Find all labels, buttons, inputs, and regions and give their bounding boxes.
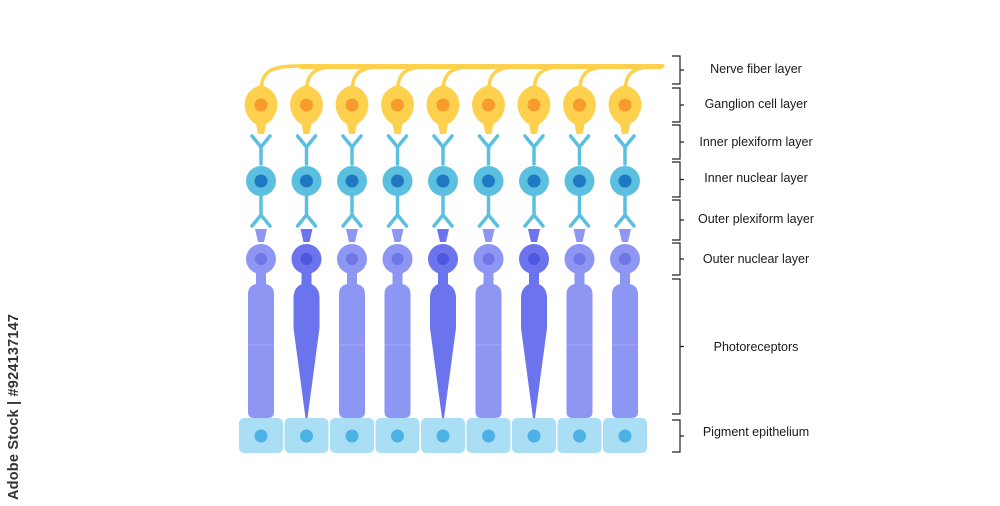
bipolar-nucleus xyxy=(436,174,450,188)
bipolar-nucleus xyxy=(391,174,404,188)
epithelium-nucleus xyxy=(573,429,586,443)
bipolar-lower-dendrite xyxy=(477,194,500,228)
bipolar-lower-dendrite xyxy=(432,194,454,228)
bipolar-upper-dendrite xyxy=(432,134,454,166)
epithelium-nucleus xyxy=(436,429,450,443)
bipolar-nucleus xyxy=(345,174,359,188)
ganglion-nucleus xyxy=(391,98,404,112)
label-nerve-fiber-layer: Nerve fiber layer xyxy=(710,62,802,76)
photoreceptor-nucleus xyxy=(346,253,358,265)
photoreceptor-nucleus xyxy=(255,253,267,265)
epithelium-nucleus xyxy=(254,429,268,443)
bipolar-upper-dendrite xyxy=(523,134,545,166)
retina-cell-columns xyxy=(239,64,665,453)
cone-segment xyxy=(293,272,320,418)
ganglion-nucleus xyxy=(345,98,359,112)
ganglion-nucleus xyxy=(482,98,495,112)
bipolar-lower-dendrite xyxy=(568,194,591,228)
label-outer-nuclear-layer: Outer nuclear layer xyxy=(702,252,810,266)
layer-brackets xyxy=(672,55,684,453)
bipolar-nucleus xyxy=(573,174,586,188)
epithelium-nucleus xyxy=(482,429,495,443)
bipolar-nucleus xyxy=(254,174,268,188)
bipolar-lower-dendrite xyxy=(250,194,272,228)
epithelium-nucleus xyxy=(527,429,541,443)
bipolar-nucleus xyxy=(618,174,632,188)
bipolar-upper-dendrite xyxy=(295,134,318,166)
epithelium-nucleus xyxy=(618,429,632,443)
photoreceptor-synaptic-terminal xyxy=(300,229,313,242)
layer-bracket xyxy=(672,199,684,241)
cone-segment xyxy=(521,272,547,418)
bipolar-upper-dendrite xyxy=(568,134,591,166)
label-photoreceptors: Photoreceptors xyxy=(713,340,799,354)
bipolar-upper-dendrite xyxy=(386,134,409,166)
photoreceptor-nucleus xyxy=(437,253,449,265)
bipolar-lower-dendrite xyxy=(386,194,409,228)
layer-bracket xyxy=(672,87,684,123)
photoreceptor-synaptic-terminal xyxy=(346,229,358,242)
bipolar-upper-dendrite xyxy=(477,134,500,166)
ganglion-nucleus xyxy=(618,98,632,112)
epithelium-nucleus xyxy=(300,429,313,443)
photoreceptor-nucleus xyxy=(573,253,586,265)
photoreceptor-synaptic-terminal xyxy=(255,229,267,242)
bipolar-nucleus xyxy=(527,174,541,188)
ganglion-nucleus xyxy=(436,98,450,112)
bipolar-nucleus xyxy=(300,174,313,188)
bipolar-nucleus xyxy=(482,174,495,188)
photoreceptor-synaptic-terminal xyxy=(391,229,404,242)
epithelium-nucleus xyxy=(391,429,404,443)
photoreceptor-nucleus xyxy=(482,253,495,265)
layer-bracket xyxy=(672,55,684,85)
layer-bracket xyxy=(672,242,684,276)
photoreceptor-synaptic-terminal xyxy=(482,229,495,242)
layer-bracket xyxy=(672,278,684,415)
photoreceptor-synaptic-terminal xyxy=(619,229,631,242)
photoreceptor-synaptic-terminal xyxy=(528,229,540,242)
photoreceptor-nucleus xyxy=(391,253,404,265)
cone-segment xyxy=(430,272,456,418)
stock-watermark: Adobe Stock | #924137147 xyxy=(6,313,22,500)
photoreceptor-synaptic-terminal xyxy=(573,229,586,242)
photoreceptor-nucleus xyxy=(300,253,313,265)
ganglion-nucleus xyxy=(254,98,268,112)
label-ganglion-cell-layer: Ganglion cell layer xyxy=(704,97,808,111)
bipolar-upper-dendrite xyxy=(341,134,363,166)
layer-bracket xyxy=(672,419,684,453)
ganglion-nucleus xyxy=(300,98,313,112)
bipolar-lower-dendrite xyxy=(341,194,363,228)
photoreceptor-synaptic-terminal xyxy=(437,229,449,242)
layer-bracket xyxy=(672,161,684,198)
bipolar-upper-dendrite xyxy=(614,134,636,166)
bipolar-lower-dendrite xyxy=(295,194,318,228)
photoreceptor-nucleus xyxy=(528,253,540,265)
photoreceptor-nucleus xyxy=(619,253,631,265)
bipolar-upper-dendrite xyxy=(250,134,272,166)
ganglion-nucleus xyxy=(527,98,541,112)
bipolar-lower-dendrite xyxy=(523,194,545,228)
label-outer-plexiform-layer: Outer plexiform layer xyxy=(697,212,814,226)
ganglion-nucleus xyxy=(573,98,586,112)
bipolar-lower-dendrite xyxy=(614,194,636,228)
label-inner-plexiform-layer: Inner plexiform layer xyxy=(699,135,813,149)
layer-bracket xyxy=(672,124,684,160)
label-pigment-epithelium: Pigment epithelium xyxy=(702,425,810,439)
label-inner-nuclear-layer: Inner nuclear layer xyxy=(704,171,808,185)
epithelium-nucleus xyxy=(345,429,359,443)
